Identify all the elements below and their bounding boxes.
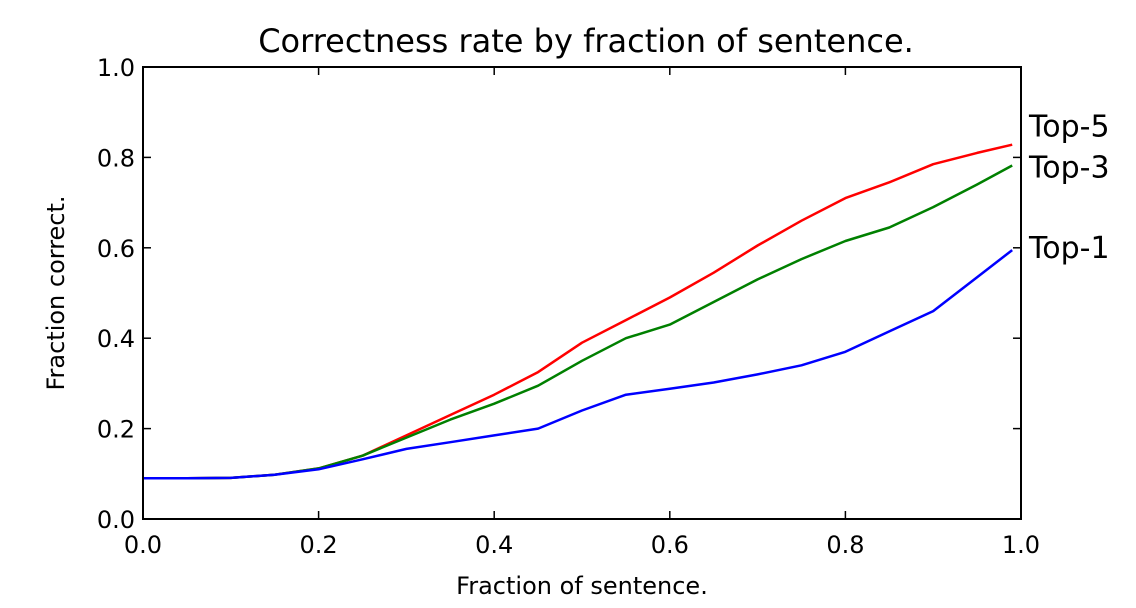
x-tick-label: 0.4 xyxy=(475,531,513,559)
series-label-top-1: Top-1 xyxy=(1028,231,1110,266)
y-tick-label: 1.0 xyxy=(97,54,135,82)
y-axis-ticks: 0.0 0.2 0.4 0.6 0.8 1.0 xyxy=(97,54,1021,534)
plot-frame xyxy=(142,66,1022,520)
chart-title: Correctness rate by fraction of sentence… xyxy=(258,22,914,60)
series-layer xyxy=(143,143,1013,480)
y-tick-label: 0.4 xyxy=(97,325,135,353)
y-tick-label: 0.6 xyxy=(97,235,135,263)
x-tick-label: 1.0 xyxy=(1002,531,1040,559)
y-tick-label: 0.8 xyxy=(97,144,135,172)
x-tick-label: 0.2 xyxy=(300,531,338,559)
y-axis-title: Fraction correct. xyxy=(42,195,70,390)
series-label-top-3: Top-3 xyxy=(1028,151,1110,186)
series-line-top-5 xyxy=(143,143,1013,480)
x-tick-label: 0.8 xyxy=(826,531,864,559)
series-labels: Top-5 Top-3 Top-1 xyxy=(1028,110,1110,266)
series-line-top-3 xyxy=(143,164,1013,480)
series-line-top-1 xyxy=(143,249,1013,480)
x-axis-ticks: 0.0 0.2 0.4 0.6 0.8 1.0 xyxy=(124,67,1040,559)
x-axis-title: Fraction of sentence. xyxy=(456,572,708,600)
x-tick-label: 0.6 xyxy=(651,531,689,559)
x-tick-label: 0.0 xyxy=(124,531,162,559)
series-label-top-5: Top-5 xyxy=(1028,110,1110,145)
y-tick-label: 0.2 xyxy=(97,416,135,444)
y-tick-label: 0.0 xyxy=(97,506,135,534)
